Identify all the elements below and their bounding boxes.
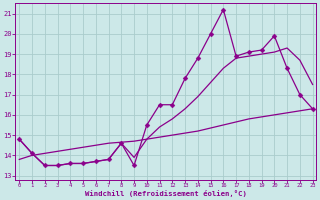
- X-axis label: Windchill (Refroidissement éolien,°C): Windchill (Refroidissement éolien,°C): [85, 190, 247, 197]
